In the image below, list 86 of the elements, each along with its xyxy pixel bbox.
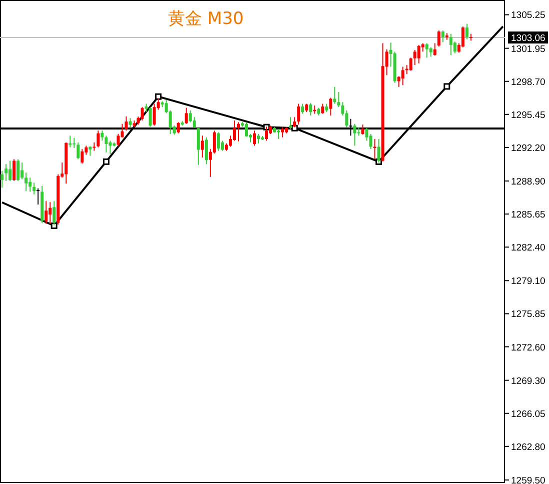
- y-tick-label: 1266.05: [511, 408, 546, 420]
- point: [444, 83, 450, 90]
- candlestick: [4, 164, 8, 182]
- candlestick: [461, 26, 464, 48]
- candlestick: [32, 182, 36, 195]
- candlestick: [76, 142, 80, 160]
- candlestick: [24, 172, 28, 192]
- candlestick: [48, 202, 52, 224]
- y-tick-label: 1305.25: [511, 10, 546, 22]
- candlestick: [20, 162, 24, 180]
- candlestick: [301, 103, 304, 114]
- candlestick: [321, 103, 324, 114]
- candlestick: [401, 66, 404, 86]
- candlestick: [216, 132, 220, 152]
- candlestick: [140, 106, 144, 121]
- candlestick: [449, 33, 452, 56]
- candlestick: [80, 148, 84, 164]
- y-tick-label: 1272.60: [511, 342, 546, 354]
- candlestick: [429, 46, 432, 58]
- candlestick: [188, 110, 192, 123]
- candlestick: [44, 200, 48, 224]
- candlestick: [8, 160, 12, 182]
- candlestick: [36, 188, 40, 205]
- candlestick: [232, 120, 236, 142]
- text: 黄金 M30: [168, 9, 244, 29]
- candlestick: [192, 116, 196, 128]
- candlestick: [200, 135, 204, 158]
- candlestick: [437, 30, 440, 48]
- point: [155, 93, 162, 100]
- candlestick: [253, 130, 256, 146]
- candlestick: [425, 42, 428, 58]
- candlestick: [12, 158, 16, 182]
- candlestick: [148, 106, 152, 128]
- candlestick: [289, 116, 292, 130]
- candlestick: [0, 170, 4, 188]
- candlestick: [257, 134, 260, 144]
- candlestick: [116, 133, 120, 147]
- candlestick: [196, 128, 200, 166]
- candlestick: [236, 122, 240, 142]
- candlestick: [277, 128, 280, 140]
- candlestick: [104, 135, 108, 153]
- candlestick: [337, 92, 340, 108]
- candlestick: [373, 138, 376, 160]
- candlestick: [329, 97, 332, 116]
- y-tick-label: 1285.65: [511, 210, 546, 221]
- y-tick-label: 1301.95: [511, 44, 546, 55]
- y-tick-label: 1259.50: [511, 475, 546, 484]
- candlestick: [297, 103, 300, 126]
- candlestick: [441, 30, 444, 43]
- candlestick: [124, 116, 128, 132]
- y-tick-label: 1275.85: [511, 309, 546, 320]
- ref-line-label: 1303.06: [511, 33, 546, 44]
- candlestick: [204, 136, 208, 165]
- candlestick: [413, 49, 416, 66]
- candlestick: [453, 41, 456, 54]
- candlestick: [72, 137, 76, 149]
- point: [50, 222, 58, 229]
- y-tick-label: 1262.80: [511, 442, 546, 453]
- candlestick: [433, 42, 436, 56]
- candlestick: [100, 130, 104, 142]
- candlestick: [333, 86, 336, 104]
- candlestick: [409, 57, 412, 72]
- candlestick: [184, 107, 188, 124]
- y-tick-label: 1292.20: [511, 142, 546, 154]
- candlestick: [128, 118, 132, 128]
- candlestick: [465, 23, 468, 40]
- candlestick: [176, 122, 180, 134]
- point: [102, 158, 110, 165]
- candlestick: [345, 110, 348, 128]
- candlestick: [152, 103, 156, 126]
- y-tick-label: 1295.45: [511, 110, 546, 121]
- y-tick-label: 1282.40: [511, 242, 546, 254]
- candlestick: [96, 130, 100, 148]
- y-tick-label: 1279.10: [511, 276, 546, 288]
- candlestick: [28, 177, 32, 192]
- candlestick: [417, 44, 420, 64]
- candlestick: [281, 126, 284, 138]
- candlestick: [108, 140, 112, 155]
- candlestick: [16, 158, 20, 182]
- candlestick: [244, 122, 248, 138]
- y-tick-label: 1269.30: [511, 376, 546, 387]
- candlestick: [353, 123, 356, 146]
- y-tick-label: 1298.70: [511, 76, 546, 88]
- candlestick: [309, 102, 312, 116]
- y-tick-label: 1288.90: [511, 176, 546, 188]
- candlestick: [361, 124, 364, 136]
